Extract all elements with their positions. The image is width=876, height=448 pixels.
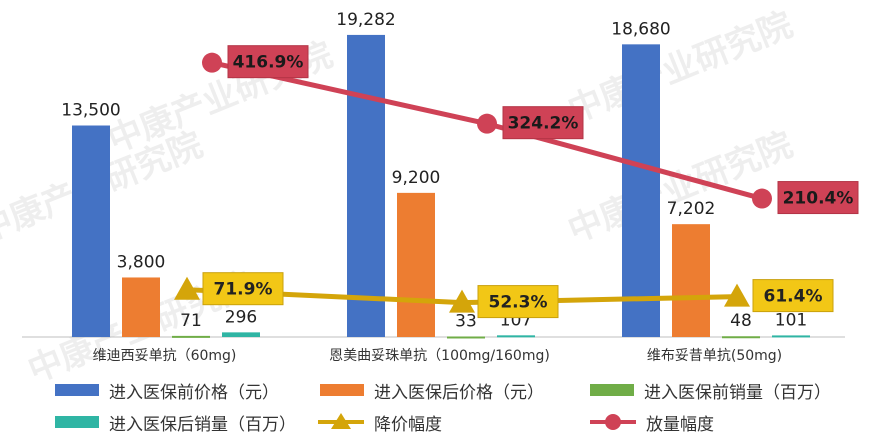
data-label: 13,500 [61, 101, 120, 121]
data-label: 48 [730, 311, 752, 331]
circle-marker-icon [605, 414, 621, 430]
legend-swatch-pre-price [55, 384, 99, 396]
data-label: 296 [225, 307, 257, 327]
legend-label-post-volume: 进入医保后销量（百万） [109, 414, 296, 435]
legend-item-pre-price: 进入医保前价格（元） [55, 378, 279, 403]
bar [622, 44, 660, 337]
data-callout-box [227, 45, 309, 79]
data-label: 18,680 [611, 19, 670, 39]
data-label: 9,200 [392, 168, 441, 188]
bar [672, 224, 710, 337]
bar [722, 336, 760, 339]
bar [397, 192, 435, 337]
bar [222, 332, 260, 337]
bar [447, 336, 485, 339]
bar [172, 335, 210, 338]
data-label: 33 [455, 311, 477, 331]
circle-marker [752, 188, 772, 209]
data-label: 3,800 [117, 252, 166, 272]
data-label: 71.9% [214, 280, 273, 300]
legend-item-pre-volume: 进入医保前销量（百万） [590, 378, 831, 403]
data-label: 61.4% [764, 287, 823, 307]
legend-item-price-drop: 降价幅度 [318, 410, 442, 435]
legend-swatch-post-price [320, 384, 364, 396]
bar [72, 125, 110, 337]
legend-item-post-volume: 进入医保后销量（百万） [55, 410, 296, 435]
triangle-marker [174, 276, 200, 300]
bar [122, 277, 160, 337]
legend-label-pre-price: 进入医保前价格（元） [109, 382, 279, 403]
legend-item-post-price: 进入医保后价格（元） [320, 378, 544, 403]
legend-item-volume-growth: 放量幅度 [590, 410, 714, 435]
triangle-marker [724, 283, 750, 307]
triangle-marker-icon [331, 413, 351, 429]
data-label: 52.3% [489, 293, 548, 313]
data-callout-box [202, 272, 284, 306]
triangle-marker [449, 289, 475, 313]
legend-line-price-drop [318, 412, 364, 432]
data-callout-box [777, 181, 859, 215]
data-label: 210.4% [783, 189, 854, 209]
x-tick-label: 维迪西妥单抗（60mg) [93, 348, 237, 364]
x-tick-label: 维布妥昔单抗(50mg) [647, 348, 782, 364]
bar [772, 335, 810, 338]
data-label: 324.2% [508, 114, 579, 134]
data-label: 101 [775, 310, 807, 330]
legend-label-price-drop: 降价幅度 [374, 414, 442, 435]
bar [497, 335, 535, 338]
legend-swatch-post-volume [55, 416, 99, 428]
legend-label-pre-volume: 进入医保前销量（百万） [644, 382, 831, 403]
data-callout-box [752, 279, 834, 313]
circle-marker [477, 113, 497, 134]
x-tick-label: 恩美曲妥珠单抗（100mg/160mg) [329, 348, 550, 364]
legend-label-volume-growth: 放量幅度 [646, 414, 714, 435]
chart-legend: 进入医保前价格（元） 进入医保后价格（元） 进入医保前销量（百万） 进入医保后销… [0, 372, 876, 448]
legend-line-volume-growth [590, 412, 636, 432]
legend-label-post-price: 进入医保后价格（元） [374, 382, 544, 403]
bar [347, 34, 385, 337]
circle-marker [202, 52, 222, 73]
data-label: 416.9% [233, 53, 304, 73]
data-label: 19,282 [336, 10, 395, 30]
data-label: 7,202 [667, 199, 716, 219]
data-callout-box [477, 285, 559, 319]
data-callout-box [502, 106, 584, 140]
data-label: 71 [180, 311, 202, 331]
legend-swatch-pre-volume [590, 384, 634, 396]
